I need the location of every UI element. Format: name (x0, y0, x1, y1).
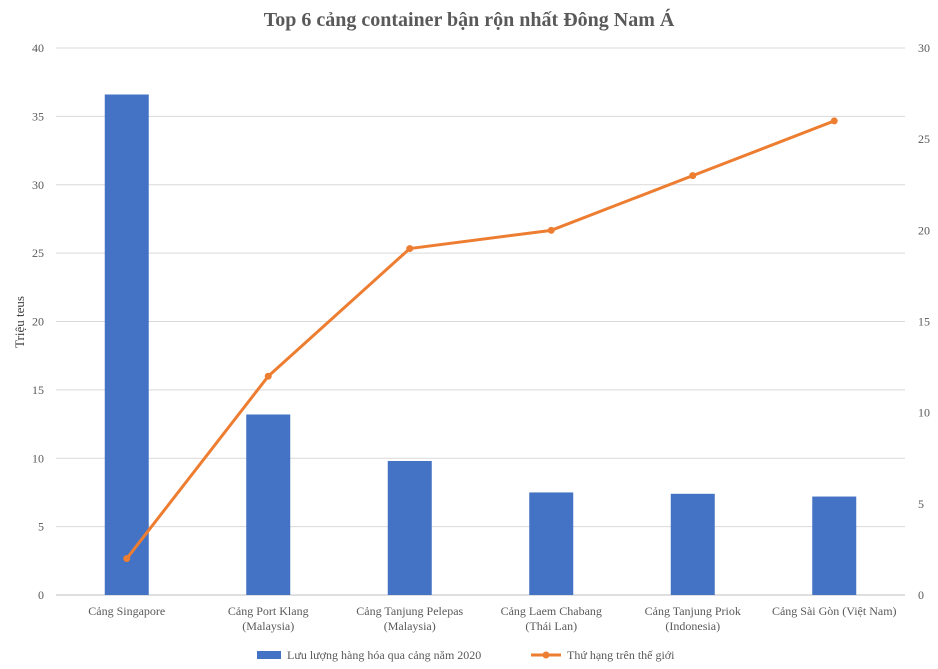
right-tick-label: 15 (918, 315, 930, 329)
legend: Lưu lượng hàng hóa qua cảng năm 2020 Thứ … (257, 648, 675, 662)
bar-0 (104, 94, 149, 596)
category-label: Cảng Tanjung Pelepas (356, 604, 463, 618)
category-label: Cảng Singapore (88, 604, 165, 618)
legend-line-marker (542, 651, 550, 659)
bar-5 (812, 496, 857, 595)
gridlines (56, 47, 905, 596)
category-label: (Malaysia) (242, 619, 294, 633)
category-label: Cảng Tanjung Priok (645, 604, 741, 618)
left-tick-label: 20 (32, 315, 44, 329)
category-label: (Thái Lan) (525, 619, 577, 633)
left-tick-label: 25 (32, 246, 44, 260)
right-tick-label: 10 (918, 406, 930, 420)
right-tick-label: 0 (918, 588, 924, 602)
bar-series (104, 94, 857, 596)
category-label: (Malaysia) (384, 619, 436, 633)
bar-2 (387, 460, 432, 595)
category-labels: Cảng Singapore Cảng Port Klang(Malaysia)C… (88, 604, 896, 633)
bar-1 (246, 414, 291, 595)
left-tick-label: 15 (32, 383, 44, 397)
right-tick-label: 20 (918, 223, 930, 237)
rank-point-0 (123, 555, 131, 563)
category-label: Cảng Sài Gòn (Việt Nam) (772, 604, 897, 618)
right-tick-label: 5 (918, 497, 924, 511)
legend-bar-swatch (257, 651, 281, 659)
legend-bar-label: Lưu lượng hàng hóa qua cảng năm 2020 (287, 648, 481, 662)
right-axis-ticks: 0 5 10 15 20 25 30 (918, 41, 930, 602)
rank-point-4 (689, 172, 697, 180)
rank-line (125, 119, 836, 561)
bar-4 (670, 493, 715, 595)
rank-point-2 (406, 245, 414, 253)
rank-point-3 (547, 226, 555, 234)
left-tick-label: 40 (32, 41, 44, 55)
bar-3 (529, 492, 574, 595)
rank-point-5 (830, 117, 838, 125)
left-tick-label: 5 (38, 520, 44, 534)
rank-point-1 (264, 372, 272, 380)
line-series (123, 117, 838, 563)
chart-title: Top 6 cảng container bận rộn nhất Đông N… (264, 8, 675, 31)
left-tick-label: 35 (32, 109, 44, 123)
category-label: Cảng Port Klang (228, 604, 309, 618)
right-tick-label: 30 (918, 41, 930, 55)
left-tick-label: 10 (32, 451, 44, 465)
left-axis-ticks: 0 5 10 15 20 25 30 35 40 (32, 41, 44, 602)
category-label: Cảng Laem Chabang (501, 604, 602, 618)
right-tick-label: 25 (918, 132, 930, 146)
left-tick-label: 30 (32, 178, 44, 192)
left-tick-label: 0 (38, 588, 44, 602)
category-label: (Indonesia) (665, 619, 720, 633)
y-axis-title: Triệu teus (12, 296, 27, 348)
legend-line-label: Thứ hạng trên thế giới (567, 648, 675, 662)
